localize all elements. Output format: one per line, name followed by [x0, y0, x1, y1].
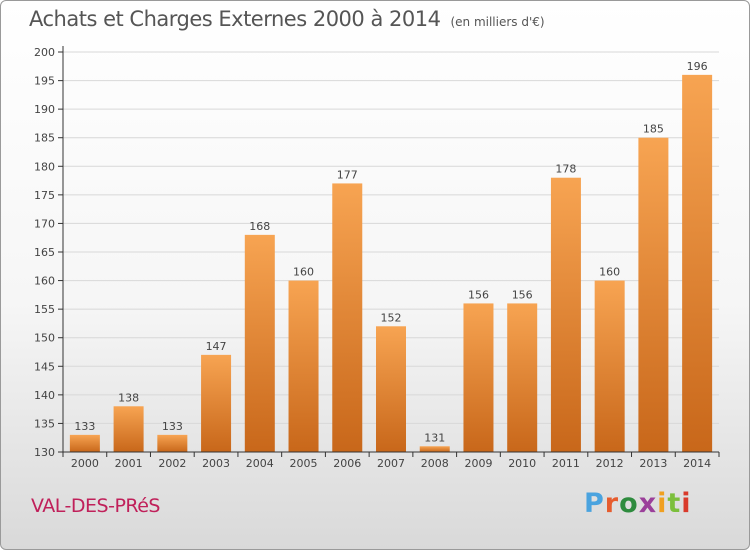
x-tick-label: 2001: [115, 457, 143, 470]
place-name: VAL-DES-PRéS: [31, 495, 161, 517]
data-label: 156: [468, 288, 489, 301]
chart-title-text: Achats et Charges Externes 2000 à 2014: [29, 7, 441, 31]
data-label: 147: [206, 340, 227, 353]
y-tick-label: 135: [34, 417, 55, 430]
x-tick-label: 2012: [596, 457, 624, 470]
logo-letter: t: [667, 488, 682, 519]
y-tick-label: 140: [34, 389, 55, 402]
data-label: 160: [599, 266, 620, 279]
x-tick-label: 2008: [421, 457, 449, 470]
bar: [682, 74, 713, 452]
logo-letter: P: [584, 488, 605, 519]
data-label: 156: [512, 288, 533, 301]
bar: [69, 434, 100, 452]
bar: [288, 280, 319, 452]
logo-letter: o: [619, 488, 639, 519]
logo-letter: i: [657, 488, 668, 519]
labels: 133 138 133 147 168 160 177 152 131 156 156 178 160 1…: [74, 60, 707, 444]
x-tick-label: 2014: [683, 457, 711, 470]
y-tick-label: 160: [34, 275, 55, 288]
y-tick-label: 145: [34, 360, 55, 373]
data-label: 178: [555, 163, 576, 176]
x-tick-label: 2002: [158, 457, 186, 470]
y-tick-label: 190: [34, 103, 55, 116]
x-tick-label: 2006: [333, 457, 361, 470]
y-tick-label: 155: [34, 303, 55, 316]
x-tick-label: 2004: [246, 457, 274, 470]
bar: [419, 446, 450, 452]
x-tick-label: 2003: [202, 457, 230, 470]
data-label: 133: [162, 420, 183, 433]
bar: [113, 406, 144, 452]
data-label: 138: [118, 391, 139, 404]
x-tick-label: 2010: [508, 457, 536, 470]
x-tick-label: 2009: [464, 457, 492, 470]
bar: [550, 177, 581, 452]
proxiti-logo: Proxiti: [584, 488, 692, 519]
y-tick-label: 185: [34, 132, 55, 145]
y-tick-label: 130: [34, 446, 55, 459]
chart-unit: (en milliers d'€): [450, 15, 545, 29]
y-tick-label: 175: [34, 189, 55, 202]
data-label: 133: [74, 420, 95, 433]
x-tick-label: 2005: [290, 457, 318, 470]
data-label: 131: [424, 431, 445, 444]
bar: [332, 183, 363, 452]
bar: [157, 434, 188, 452]
data-label: 168: [249, 220, 270, 233]
bar: [638, 137, 669, 452]
bar: [463, 303, 494, 452]
x-tick-label: 2007: [377, 457, 405, 470]
data-label: 185: [643, 123, 664, 136]
data-label: 160: [293, 266, 314, 279]
y-tick-label: 200: [34, 46, 55, 59]
x-tick-label: 2000: [71, 457, 99, 470]
logo-letter: x: [638, 488, 658, 519]
bars: [69, 74, 713, 452]
data-label: 177: [337, 168, 358, 181]
bar: [507, 303, 538, 452]
logo-letter: r: [604, 488, 620, 519]
bar: [594, 280, 625, 452]
x-tick-label: 2011: [552, 457, 580, 470]
x-tick-label: 2013: [639, 457, 667, 470]
y-tick-label: 165: [34, 246, 55, 259]
chart-title: Achats et Charges Externes 2000 à 2014 (e…: [29, 7, 545, 31]
y-tick-label: 195: [34, 75, 55, 88]
y-tick-label: 170: [34, 217, 55, 230]
bar: [244, 234, 275, 452]
axes: 130 135 140 145 150 155 160 165 170 175 180 185 190 1…: [34, 46, 720, 470]
data-label: 152: [381, 311, 402, 324]
data-label: 196: [687, 60, 708, 73]
y-tick-label: 180: [34, 160, 55, 173]
bar: [376, 326, 406, 452]
bar: [201, 354, 232, 452]
logo-letter: i: [681, 488, 692, 519]
y-tick-label: 150: [34, 332, 55, 345]
